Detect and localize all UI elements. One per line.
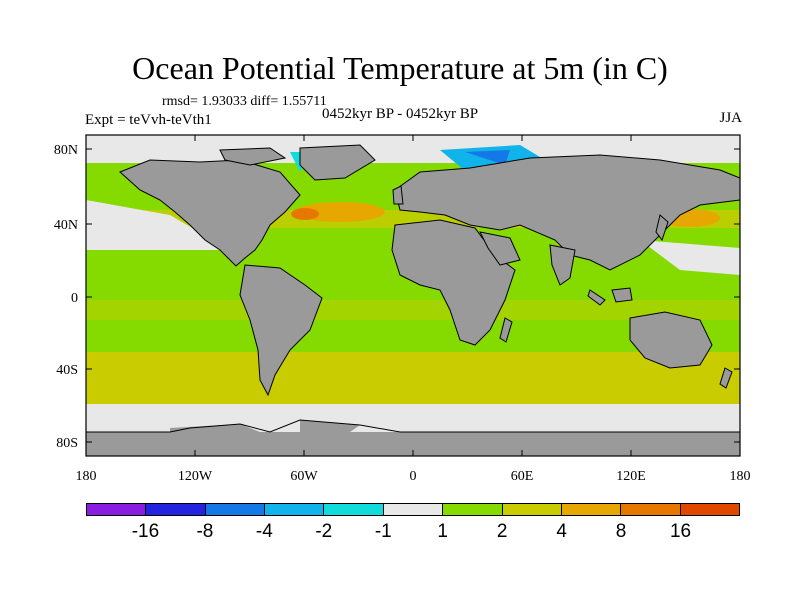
colorbar-segment — [265, 504, 325, 515]
antarctic-coastline — [86, 419, 740, 433]
colorbar-label: -16 — [131, 521, 160, 542]
japan — [655, 214, 669, 242]
y-tick-label: 40S — [56, 363, 78, 378]
colorbar-label: -4 — [255, 521, 273, 542]
colorbar-label: 4 — [556, 521, 567, 542]
colorbar-label: -8 — [196, 521, 214, 542]
arabia — [479, 231, 521, 266]
colorbar — [86, 503, 740, 516]
colorbar-label: -1 — [374, 521, 392, 542]
colorbar-segment — [443, 504, 503, 515]
continents — [119, 144, 740, 397]
map-content — [86, 135, 740, 456]
colorbar-segment — [680, 504, 739, 515]
x-tick-label: 180 — [730, 469, 751, 484]
axis-ticks — [85, 135, 741, 456]
x-tick-label: 180 — [76, 469, 97, 484]
x-tick-label: 60W — [290, 469, 318, 484]
borneo — [611, 287, 633, 303]
colorbar-segment — [621, 504, 681, 515]
y-tick-label: 40N — [54, 218, 78, 233]
colorbar-label: 16 — [669, 521, 692, 542]
experiment-label: Expt = teVvh-teVth1 — [85, 112, 212, 128]
africa — [391, 219, 516, 346]
colorbar-segment — [324, 504, 384, 515]
stats-text: rmsd= 1.93033 diff= 1.55711 — [162, 94, 327, 109]
colorbar-segment — [87, 504, 147, 515]
y-tick-label: 80N — [54, 143, 78, 158]
x-tick-label: 0 — [410, 469, 417, 484]
greenland — [299, 144, 376, 181]
x-tick-label: 120E — [616, 469, 646, 484]
period-label: 0452kyr BP - 0452kyr BP — [322, 106, 479, 122]
south-america — [239, 264, 323, 397]
y-tick-label: 0 — [71, 291, 78, 306]
south-yellow-band — [86, 352, 740, 404]
sumatra — [587, 289, 606, 306]
x-tick-label: 60E — [511, 469, 534, 484]
britain — [392, 185, 404, 205]
arctic-islands — [219, 147, 287, 166]
colorbar-label: 1 — [437, 521, 449, 542]
pacific-light-patch — [86, 200, 230, 250]
colorbar-label: 8 — [615, 521, 627, 542]
y-tick-label: 80S — [56, 436, 78, 451]
barents-colder-patch — [465, 150, 510, 165]
colorbar-label: -2 — [315, 521, 333, 542]
map-title: Ocean Potential Temperature at 5m (in C) — [132, 50, 668, 86]
colorbar-segment — [502, 504, 562, 515]
australia — [629, 311, 713, 369]
colorbar-segment — [383, 504, 444, 515]
india — [549, 244, 576, 286]
west-pacific-light-patch — [640, 240, 740, 275]
colorbar-segment — [205, 504, 266, 515]
colorbar-segment — [146, 504, 206, 515]
colorbar-segment — [561, 504, 622, 515]
eurasia — [394, 154, 740, 271]
atlantic-warm-anomaly — [295, 202, 385, 222]
atlantic-hot-anomaly — [291, 208, 319, 220]
colorbar-label: 2 — [496, 521, 508, 542]
x-tick-label: 120W — [178, 469, 213, 484]
axis-tick-labels: 180 120W 60W 0 60E 120E 180 80N 40N 0 40S 80S — [54, 143, 751, 484]
new-zealand — [719, 367, 733, 389]
madagascar — [499, 317, 513, 343]
season-label: JJA — [719, 110, 742, 126]
